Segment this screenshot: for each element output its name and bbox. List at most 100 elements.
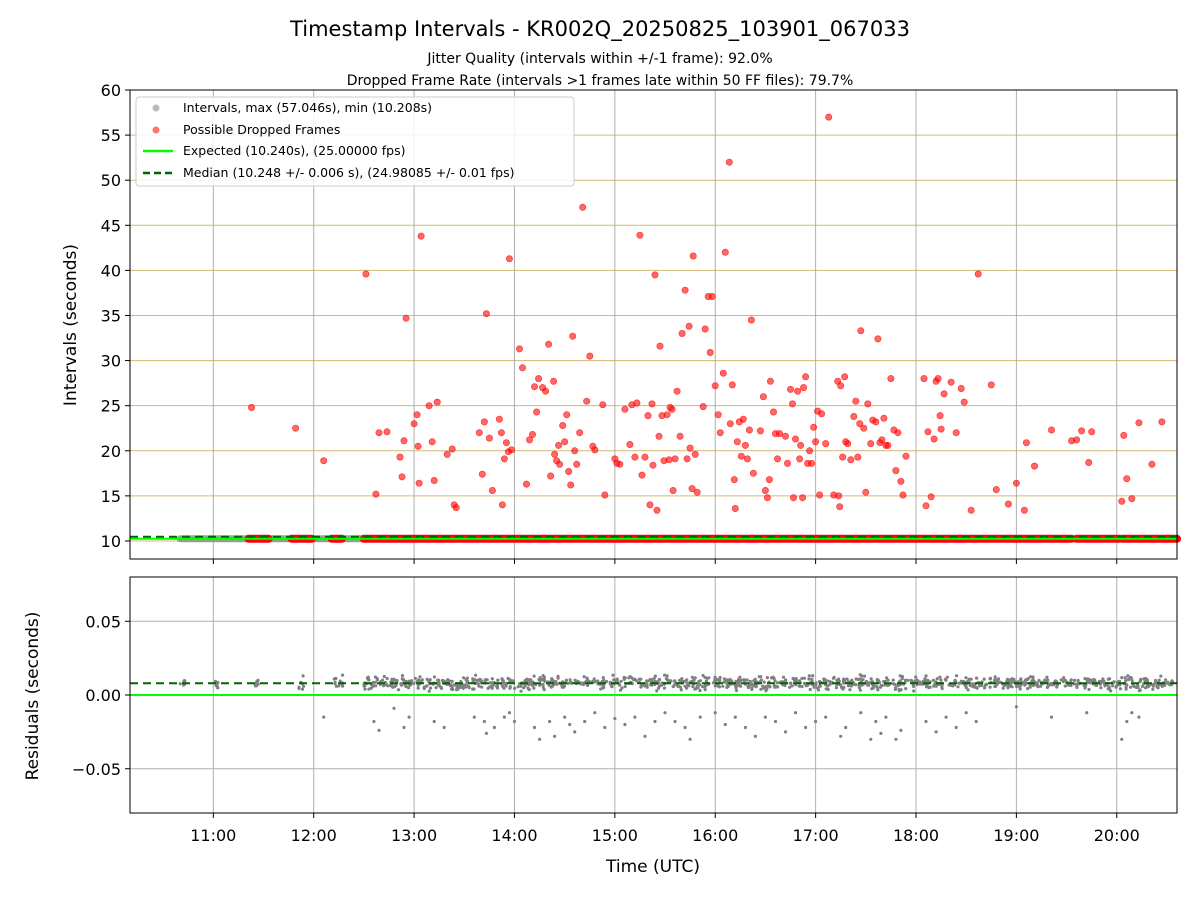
bottom-xtick-label-5: 16:00 — [692, 826, 738, 845]
residual-point-571 — [790, 684, 794, 688]
residual-point-1122 — [1024, 682, 1028, 686]
dropped-frame-point-210 — [952, 429, 960, 437]
residual-point-1140 — [692, 678, 696, 682]
residual-point-727 — [1145, 678, 1149, 682]
dropped-frame-point-34 — [502, 439, 510, 447]
residual-point-779 — [928, 685, 932, 689]
residual-outlier-50 — [869, 737, 873, 741]
dropped-frame-point-128 — [741, 441, 749, 449]
residual-point-1102 — [870, 687, 874, 691]
residual-point-1139 — [835, 678, 839, 683]
residual-point-354 — [1026, 687, 1030, 691]
dropped-frame-point-79 — [636, 231, 644, 239]
dropped-frame-point-135 — [761, 486, 769, 494]
residual-point-1003 — [871, 684, 875, 688]
residual-point-491 — [1164, 678, 1168, 682]
residual-point-852 — [1101, 677, 1105, 681]
residual-point-1110 — [1120, 676, 1124, 680]
top-ytick-label-10: 60 — [101, 81, 121, 100]
residual-point-734 — [1123, 676, 1127, 680]
residual-point-1171 — [637, 677, 642, 681]
dropped-frame-point-206 — [936, 412, 944, 420]
dropped-frame-point-144 — [783, 459, 791, 467]
residual-point-1043 — [995, 680, 999, 684]
dropped-frame-point-45 — [535, 375, 543, 383]
dropped-frame-point-95 — [668, 405, 676, 413]
dropped-frame-point-15 — [417, 232, 425, 240]
residual-point-625 — [722, 677, 726, 681]
residual-point-1100 — [550, 684, 555, 688]
bottom-xtick-label-7: 18:00 — [893, 826, 939, 845]
residual-point-1008 — [722, 680, 726, 684]
residual-point-570 — [1111, 684, 1115, 688]
residual-point-635 — [425, 684, 429, 688]
residual-point-822 — [1163, 683, 1167, 687]
residual-point-936 — [968, 683, 972, 688]
residual-outlier-64 — [1085, 711, 1089, 715]
dropped-frame-point-32 — [498, 501, 506, 509]
residual-point-118 — [396, 688, 401, 692]
residual-point-764 — [439, 686, 444, 691]
dropped-frame-point-181 — [862, 488, 870, 496]
residual-point-915 — [734, 684, 738, 688]
residual-point-487 — [832, 675, 836, 680]
dropped-frame-point-205 — [934, 375, 942, 383]
residual-outlier-57 — [934, 730, 938, 734]
residual-point-38 — [341, 684, 345, 688]
residual-point-192 — [662, 686, 667, 690]
residual-point-914 — [1155, 685, 1159, 689]
dropped-frame-point-123 — [731, 504, 739, 512]
residual-point-961 — [543, 679, 547, 683]
residual-point-1070 — [382, 674, 386, 679]
dropped-frame-point-66 — [586, 352, 594, 360]
dropped-frame-point-8 — [398, 473, 406, 481]
residual-point-1152 — [696, 681, 700, 686]
dropped-frame-point-182 — [864, 400, 872, 408]
dropped-frame-point-102 — [683, 455, 691, 463]
residual-point-988 — [794, 677, 798, 681]
residual-point-755 — [834, 686, 839, 690]
dropped-frame-point-21 — [448, 445, 456, 453]
dropped-frame-point-6 — [383, 428, 391, 436]
residual-point-482 — [462, 676, 466, 680]
dropped-frame-point-161 — [816, 491, 824, 499]
residual-point-609 — [1118, 687, 1122, 691]
residual-point-235 — [701, 673, 705, 678]
residual-outlier-26 — [623, 722, 627, 727]
residual-point-469 — [601, 676, 605, 680]
residual-point-346 — [1159, 674, 1163, 678]
dropped-frame-point-93 — [665, 456, 673, 464]
dropped-frame-point-107 — [691, 450, 699, 458]
residual-point-1161 — [841, 687, 845, 691]
dropped-frame-point-36 — [505, 255, 513, 263]
residual-point-495 — [966, 688, 970, 692]
residual-outlier-43 — [793, 711, 798, 715]
residual-point-934 — [669, 679, 673, 683]
dropped-frame-point-18 — [430, 476, 438, 484]
residual-point-272 — [734, 688, 739, 693]
residual-point-720 — [384, 682, 388, 686]
dropped-frame-point-77 — [631, 453, 639, 461]
residual-point-963 — [693, 687, 697, 691]
residual-point-1080 — [671, 685, 675, 689]
dropped-frame-point-118 — [721, 248, 729, 256]
dropped-frame-point-85 — [649, 461, 657, 469]
residual-point-619 — [748, 679, 752, 684]
residual-outlier-15 — [532, 725, 537, 730]
residual-point-34 — [337, 684, 341, 688]
residual-point-815 — [944, 678, 948, 682]
dropped-frame-point-3 — [362, 270, 370, 278]
dropped-frame-point-227 — [1088, 428, 1096, 436]
bottom-plot-frame — [129, 576, 1178, 814]
dropped-frame-point-126 — [737, 452, 745, 460]
dropped-frame-point-216 — [992, 486, 1000, 494]
residual-point-1041 — [1030, 679, 1034, 683]
residual-point-69 — [718, 675, 722, 680]
residual-point-6 — [183, 679, 187, 683]
dropped-frame-point-220 — [1022, 439, 1030, 447]
top-ytick-label-0: 10 — [101, 532, 121, 551]
residual-point-562 — [1039, 684, 1043, 688]
residual-point-53 — [427, 689, 431, 693]
residual-point-896 — [932, 683, 936, 687]
residual-point-758 — [737, 679, 742, 683]
